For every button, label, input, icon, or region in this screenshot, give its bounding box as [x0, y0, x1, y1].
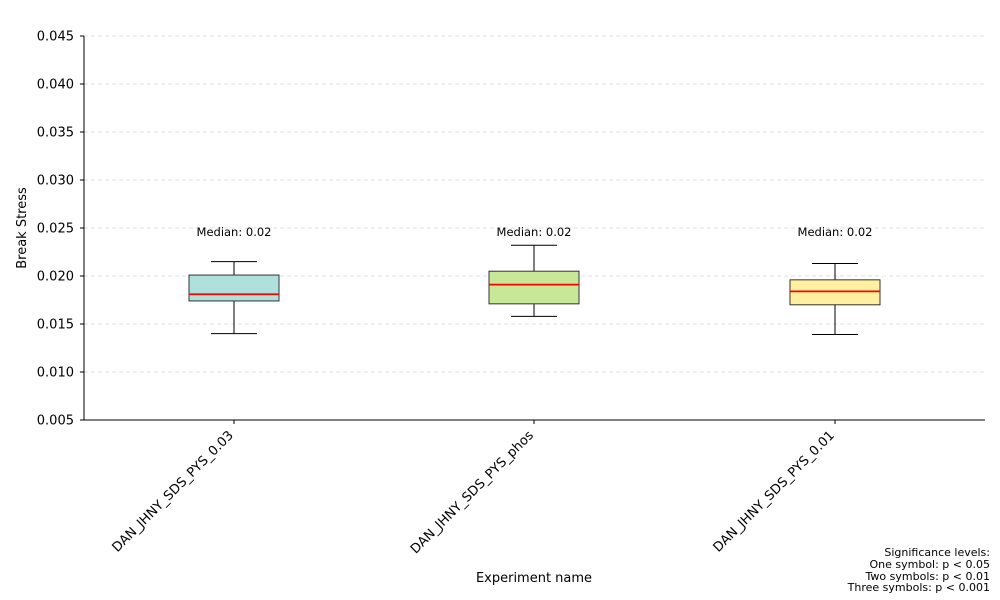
significance-legend: Significance levels: One symbol: p < 0.0… [848, 547, 990, 594]
boxes: Median: 0.02 Median: 0.02 Median: 0.02 [188, 225, 881, 336]
significance-two-symbols: Two symbols: p < 0.01 [865, 569, 990, 583]
y-tick-label: 0.045 [37, 30, 74, 45]
y-axis-label: Break Stress [15, 187, 30, 269]
box-group: Median: 0.02 [488, 225, 580, 317]
y-ticks: 0.005 0.010 0.015 0.020 0.025 0.030 0.035 0.040… [37, 30, 84, 429]
significance-one-symbol: One symbol: p < 0.05 [869, 557, 990, 571]
median-annotation: Median: 0.02 [798, 225, 873, 239]
y-tick-label: 0.040 [37, 78, 74, 93]
y-tick-label: 0.025 [37, 222, 74, 237]
y-tick-label: 0.005 [37, 414, 74, 429]
x-tick-label: DAN_JHNY_SDS_PYS_phos [408, 428, 537, 557]
x-tick-label: DAN_JHNY_SDS_PYS_0.01 [711, 428, 838, 555]
y-tick-label: 0.020 [37, 270, 74, 285]
box-iqr [488, 270, 580, 305]
y-tick-label: 0.010 [37, 366, 74, 381]
box-iqr [188, 274, 280, 302]
y-tick-label: 0.015 [37, 318, 74, 333]
y-tick-label: 0.030 [37, 174, 74, 189]
significance-three-symbols: Three symbols: p < 0.001 [847, 581, 990, 595]
median-annotation: Median: 0.02 [497, 225, 572, 239]
grid-lines [84, 35, 985, 373]
x-tick-label: DAN_JHNY_SDS_PYS_0.03 [110, 428, 237, 555]
x-axis-label: Experiment name [476, 571, 592, 586]
box-group: Median: 0.02 [188, 225, 280, 335]
box-group: Median: 0.02 [789, 225, 881, 336]
x-ticks: DAN_JHNY_SDS_PYS_0.03 DAN_JHNY_SDS_PYS_ph… [110, 420, 838, 557]
significance-title: Significance levels: [884, 546, 990, 559]
box-iqr [789, 279, 881, 306]
median-annotation: Median: 0.02 [197, 225, 272, 239]
y-tick-label: 0.035 [37, 126, 74, 141]
